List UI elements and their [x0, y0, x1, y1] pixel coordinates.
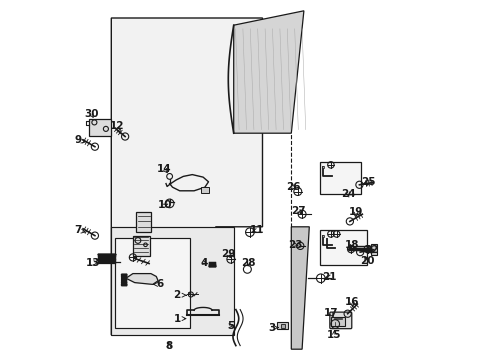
Text: 21: 21: [321, 272, 336, 282]
Text: 13: 13: [86, 258, 101, 268]
Text: 5: 5: [227, 321, 234, 331]
Text: 30: 30: [84, 109, 99, 120]
Text: 12: 12: [110, 121, 124, 134]
Text: 6: 6: [153, 279, 163, 289]
Bar: [133, 236, 150, 256]
Text: 9: 9: [75, 135, 85, 145]
Text: 8: 8: [165, 341, 172, 351]
Bar: [276, 322, 287, 329]
Bar: [325, 238, 326, 240]
Text: 4: 4: [200, 258, 207, 268]
Text: 3: 3: [267, 323, 278, 333]
Text: 19: 19: [348, 207, 363, 217]
Text: 24: 24: [340, 189, 355, 199]
Bar: [320, 162, 361, 194]
FancyBboxPatch shape: [329, 312, 351, 329]
Text: 22: 22: [363, 245, 378, 255]
Polygon shape: [111, 18, 262, 335]
Polygon shape: [233, 11, 303, 133]
Bar: [321, 166, 323, 168]
Text: 7: 7: [74, 225, 85, 235]
Bar: [115, 238, 190, 328]
Text: 14: 14: [157, 164, 172, 174]
Text: 18: 18: [345, 240, 359, 250]
Text: 20: 20: [359, 256, 373, 266]
Text: 29: 29: [221, 249, 235, 259]
Bar: [280, 324, 284, 328]
Text: 25: 25: [361, 177, 375, 187]
Bar: [330, 317, 345, 326]
Text: 23: 23: [287, 240, 302, 250]
Bar: [89, 119, 111, 136]
Text: 2: 2: [173, 290, 186, 300]
Text: 10: 10: [158, 200, 172, 210]
Text: 27: 27: [290, 206, 305, 216]
Bar: [136, 212, 151, 232]
Text: 1: 1: [174, 314, 185, 324]
Bar: [111, 227, 233, 335]
Bar: [320, 230, 366, 265]
Text: 28: 28: [241, 258, 256, 268]
Text: 11: 11: [249, 225, 264, 235]
Bar: [201, 187, 209, 193]
Text: 17: 17: [323, 308, 338, 318]
Text: 15: 15: [326, 330, 341, 340]
Bar: [370, 244, 376, 255]
Polygon shape: [291, 227, 309, 349]
Bar: [321, 235, 323, 237]
Text: 16: 16: [345, 297, 359, 307]
Polygon shape: [127, 274, 158, 284]
Text: 26: 26: [285, 182, 300, 192]
